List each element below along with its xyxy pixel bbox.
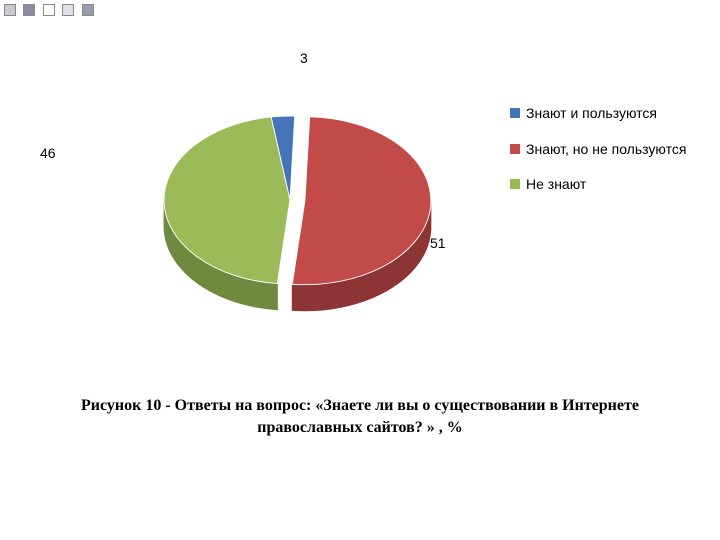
decor-bullet [4,4,16,16]
legend-item: Не знают [510,176,700,194]
legend-swatch [510,108,520,118]
legend-swatch [510,179,520,189]
legend-swatch [510,144,520,154]
pie-chart-svg [130,60,450,340]
legend-label: Знают, но не пользуются [526,141,686,159]
figure-caption: Рисунок 10 - Ответы на вопрос: «Знаете л… [0,395,720,438]
data-label-slice2: 46 [40,145,56,161]
pie-chart: 3 51 46 [130,60,430,320]
decor-bullet [23,4,35,16]
decor-bullet [82,4,94,16]
decor-bullet [62,4,74,16]
data-label-slice1: 51 [430,235,446,251]
legend-label: Не знают [526,176,586,194]
legend-item: Знают и пользуются [510,105,700,123]
data-label-slice0: 3 [300,50,308,66]
legend-item: Знают, но не пользуются [510,141,700,159]
decor-bullets [4,4,97,22]
legend-label: Знают и пользуются [526,105,657,123]
legend: Знают и пользуются Знают, но не пользуют… [510,105,700,212]
decor-bullet [43,4,55,16]
